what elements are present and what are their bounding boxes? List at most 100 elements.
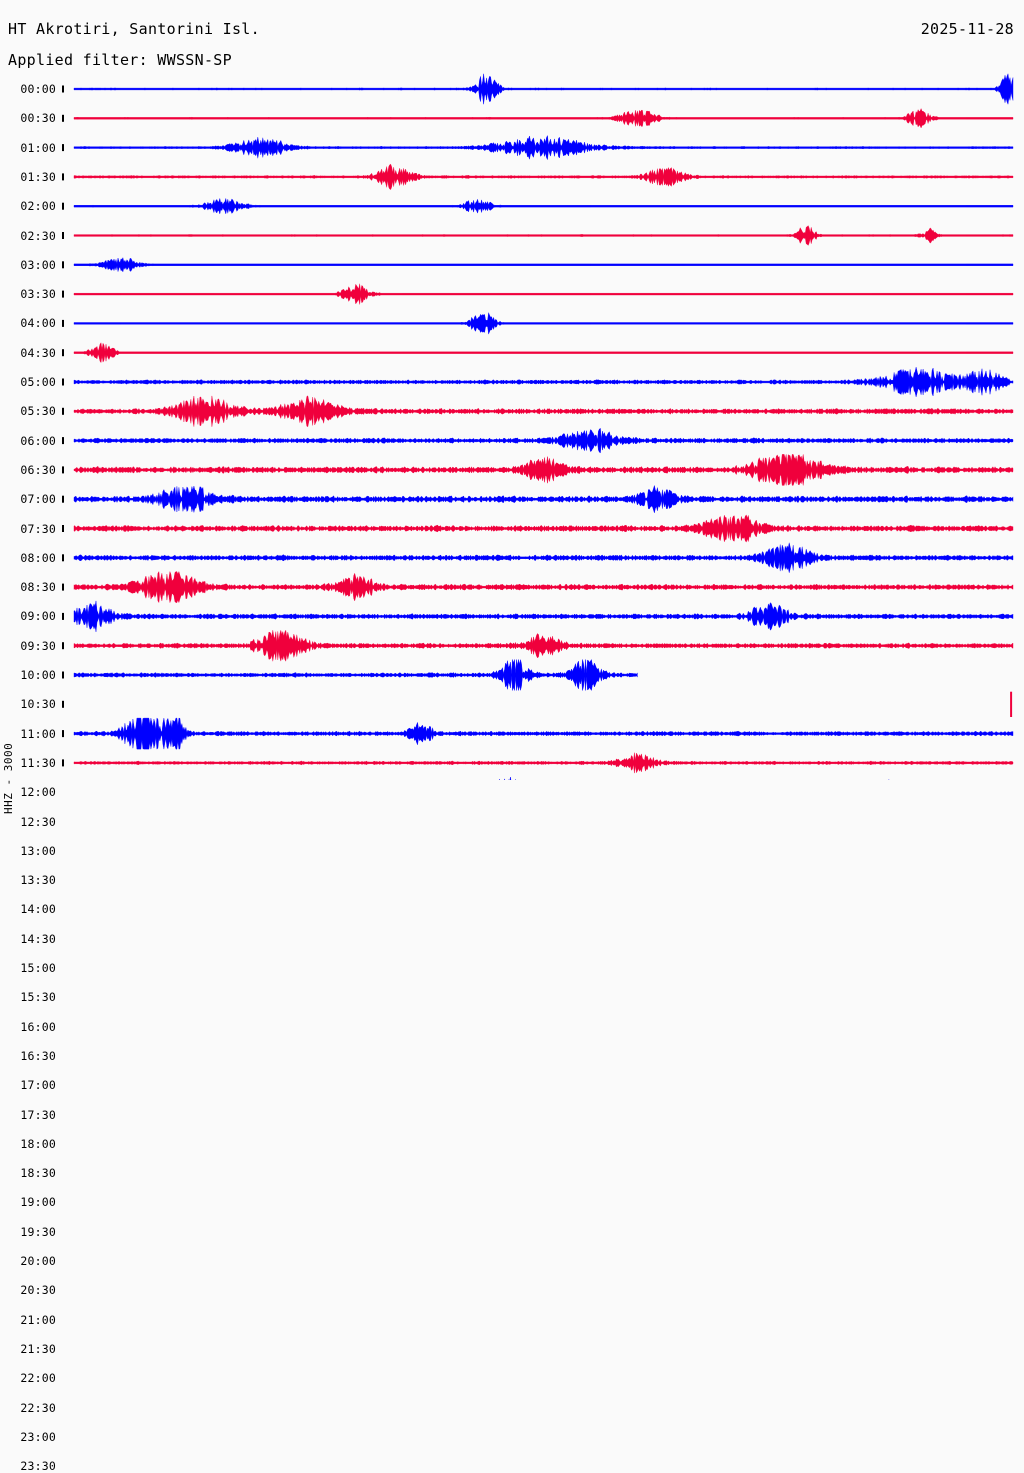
time-label-1830: 18:30 — [20, 1166, 56, 1181]
time-label-1700: 17:00 — [20, 1078, 56, 1093]
time-label-1430: 14:30 — [20, 931, 56, 946]
time-label-1330: 13:30 — [20, 873, 56, 888]
time-label-1000: 10:00 — [20, 668, 56, 682]
trace-0030 — [73, 108, 1014, 129]
time-label-0700: 07:00 — [20, 492, 56, 507]
applied-filter-label: Applied filter: WWSSN-SP — [8, 51, 232, 69]
trace-0500 — [73, 367, 1014, 397]
trace-0430 — [73, 342, 1014, 364]
trace-1130 — [73, 752, 1014, 774]
time-label-1730: 17:30 — [20, 1107, 56, 1122]
time-label-1600: 16:00 — [20, 1019, 56, 1034]
trace-0230 — [73, 225, 1014, 246]
time-label-1500: 15:00 — [20, 961, 56, 975]
row-tick — [62, 554, 64, 562]
time-label-0100: 01:00 — [20, 140, 56, 155]
row-tick — [62, 232, 64, 239]
time-label-1100: 11:00 — [20, 726, 56, 741]
trace-0530 — [73, 395, 1014, 428]
time-label-2300: 23:00 — [20, 1429, 56, 1444]
time-label-2030: 20:30 — [20, 1283, 56, 1298]
time-label-0830: 08:30 — [20, 580, 56, 595]
time-label-0030: 00:30 — [20, 111, 56, 126]
row-tick — [62, 290, 64, 298]
row-tick — [62, 202, 64, 210]
trace-0400 — [73, 312, 1014, 335]
time-label-1630: 16:30 — [20, 1048, 56, 1063]
time-label-1030: 10:30 — [20, 697, 56, 712]
time-label-0600: 06:00 — [20, 433, 56, 448]
row-tick — [62, 730, 64, 738]
time-label-1300: 13:00 — [20, 843, 56, 858]
time-label-0500: 05:00 — [20, 375, 56, 389]
time-label-0930: 09:30 — [20, 638, 56, 653]
trace-spike — [1010, 691, 1013, 717]
time-label-0130: 01:30 — [20, 169, 56, 184]
time-label-0730: 07:30 — [20, 521, 56, 536]
time-label-1200: 12:00 — [20, 785, 56, 800]
time-label-0630: 06:30 — [20, 462, 56, 477]
row-tick — [62, 612, 64, 620]
trace-0830 — [73, 570, 1014, 604]
trace-0800 — [73, 542, 1014, 573]
row-tick — [62, 759, 64, 767]
time-label-2000: 20:00 — [20, 1254, 56, 1268]
trace-0900 — [73, 600, 1014, 632]
trace-0930 — [73, 629, 1014, 662]
trace-0630 — [73, 454, 1014, 486]
row-tick — [62, 525, 64, 532]
station-title: HT Akrotiri, Santorini Isl. — [8, 20, 260, 38]
time-label-1530: 15:30 — [20, 990, 56, 1005]
row-tick — [62, 466, 64, 474]
row-tick — [62, 319, 64, 327]
time-label-2100: 21:00 — [20, 1312, 56, 1327]
time-label-2130: 21:30 — [20, 1341, 56, 1356]
row-tick — [62, 407, 64, 415]
time-label-0230: 02:30 — [20, 228, 56, 243]
time-label-1930: 19:30 — [20, 1224, 56, 1239]
time-label-0430: 04:30 — [20, 345, 56, 360]
helicorder-page: HT Akrotiri, Santorini Isl. 2025-11-28 A… — [2, 20, 1014, 1473]
trace-0330 — [73, 283, 1014, 305]
helicorder-plot — [62, 73, 1014, 780]
time-label-0900: 09:00 — [20, 609, 56, 624]
time-label-2330: 23:30 — [20, 1459, 56, 1473]
row-tick — [62, 114, 64, 122]
trace-1000 — [73, 658, 638, 692]
time-label-0400: 04:00 — [20, 316, 56, 331]
time-label-2230: 22:30 — [20, 1400, 56, 1415]
row-tick — [62, 378, 64, 386]
time-label-1900: 19:00 — [20, 1195, 56, 1210]
time-label-0200: 02:00 — [20, 199, 56, 214]
trace-0700 — [73, 484, 1014, 514]
trace-0300 — [73, 257, 1014, 273]
row-tick — [62, 642, 64, 650]
time-label-1130: 11:30 — [20, 755, 56, 770]
row-tick — [62, 700, 64, 708]
row-tick — [62, 261, 64, 269]
time-label-1230: 12:30 — [20, 814, 56, 829]
time-label-0530: 05:30 — [20, 404, 56, 419]
time-label-0330: 03:30 — [20, 287, 56, 302]
time-label-0300: 03:00 — [20, 257, 56, 272]
time-label-1800: 18:00 — [20, 1136, 56, 1151]
row-tick — [62, 144, 64, 152]
time-label-0000: 00:00 — [20, 82, 56, 96]
row-tick — [62, 173, 64, 181]
trace-0730 — [73, 514, 1014, 543]
row-tick — [62, 85, 64, 93]
trace-0100 — [73, 134, 1014, 161]
trace-0130 — [73, 163, 1014, 190]
row-tick — [62, 671, 64, 679]
trace-0200 — [73, 198, 1014, 215]
time-label-0800: 08:00 — [20, 550, 56, 565]
row-tick — [62, 583, 64, 591]
time-label-1400: 14:00 — [20, 902, 56, 917]
trace-0000 — [73, 73, 1014, 105]
row-tick — [62, 349, 64, 357]
row-tick — [62, 495, 64, 503]
time-label-2200: 22:00 — [20, 1371, 56, 1386]
row-tick — [62, 437, 64, 445]
record-date: 2025-11-28 — [920, 20, 1014, 38]
trace-0600 — [73, 427, 1014, 454]
